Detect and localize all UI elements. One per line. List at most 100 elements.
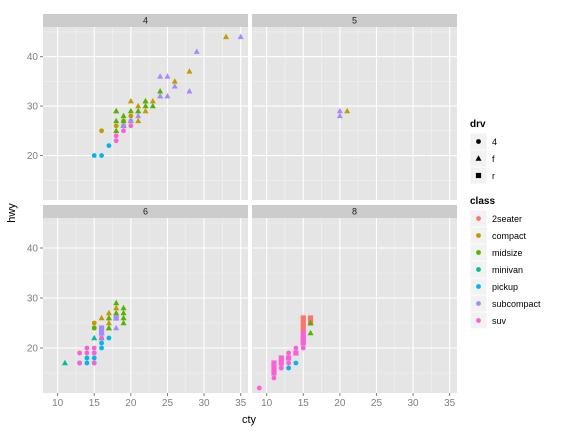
- data-point: [128, 118, 134, 124]
- panel-background: [252, 218, 457, 393]
- legend-symbol: [475, 172, 482, 179]
- y-axis-title: hwy: [6, 203, 18, 223]
- data-point: [271, 370, 277, 376]
- facet-panel-4: 4: [43, 14, 248, 200]
- legend-label: midsize: [492, 248, 523, 258]
- data-point: [149, 97, 156, 104]
- data-point: [293, 345, 299, 351]
- data-point: [157, 88, 164, 94]
- data-point: [120, 117, 127, 124]
- y-tick-label: 40: [27, 52, 39, 63]
- legend-label: minivan: [492, 265, 523, 275]
- data-point: [171, 78, 178, 84]
- data-point: [99, 345, 104, 351]
- data-point: [91, 360, 97, 366]
- data-point: [223, 33, 230, 40]
- data-point: [84, 350, 90, 356]
- legend-label: 4: [492, 137, 497, 147]
- x-tick-label: 25: [371, 398, 383, 409]
- facet-strip: [43, 205, 248, 218]
- facet-panel-8: 8: [252, 205, 457, 393]
- data-point: [128, 123, 134, 129]
- data-point: [286, 360, 292, 366]
- data-point: [120, 309, 127, 316]
- data-point: [127, 97, 134, 104]
- legend-symbol: [476, 267, 481, 272]
- data-point: [164, 73, 171, 79]
- data-point: [91, 334, 98, 341]
- y-tick-label: 40: [27, 244, 39, 255]
- data-point: [61, 359, 68, 366]
- data-point: [293, 360, 299, 366]
- data-point: [237, 33, 244, 40]
- data-point: [105, 324, 112, 331]
- x-tick-label: 35: [235, 398, 247, 409]
- data-point: [135, 117, 142, 124]
- legend-symbol: [476, 233, 481, 238]
- data-point: [128, 113, 134, 119]
- data-point: [344, 107, 351, 114]
- legend-label: suv: [492, 316, 507, 326]
- legend-label: subcompact: [492, 299, 541, 309]
- data-point: [98, 330, 105, 336]
- data-point: [120, 304, 127, 311]
- data-point: [91, 345, 97, 351]
- facet-strip-label: 8: [352, 207, 357, 217]
- data-point: [286, 350, 292, 356]
- data-point: [336, 112, 343, 119]
- data-point: [135, 107, 142, 114]
- legend-symbol: [476, 250, 481, 255]
- facet-strip-label: 5: [352, 16, 357, 26]
- x-tick-label: 15: [89, 398, 101, 409]
- data-point: [127, 107, 134, 114]
- data-point: [186, 88, 193, 94]
- data-point: [91, 350, 97, 356]
- data-point: [77, 360, 83, 366]
- panel-background: [43, 27, 248, 200]
- data-point: [98, 325, 105, 331]
- data-point: [113, 309, 120, 316]
- facet-strip: [43, 14, 248, 27]
- data-point: [105, 309, 112, 316]
- data-point: [113, 127, 120, 133]
- y-tick-label: 20: [27, 344, 39, 355]
- legend-title-class: class: [470, 196, 495, 207]
- data-point: [157, 93, 164, 99]
- data-point: [106, 335, 112, 341]
- data-point: [300, 320, 306, 326]
- data-point: [256, 385, 262, 391]
- data-point: [271, 375, 277, 381]
- data-point: [91, 325, 97, 331]
- panel-background: [252, 27, 457, 200]
- data-point: [99, 340, 104, 346]
- x-tick-label: 20: [125, 398, 137, 409]
- facet-panel-6: 6: [43, 205, 248, 393]
- data-point: [336, 107, 343, 114]
- legend-symbol: [476, 301, 481, 306]
- data-point: [120, 112, 127, 119]
- facet-strip-label: 4: [143, 16, 148, 26]
- data-point: [99, 128, 104, 134]
- facet-panels: 4 5 6 8: [43, 14, 457, 393]
- x-tick-label: 30: [408, 398, 420, 409]
- data-point: [278, 355, 284, 361]
- data-point: [149, 102, 156, 109]
- legend-symbol: [476, 139, 481, 144]
- data-point: [164, 93, 171, 99]
- data-point: [113, 299, 120, 306]
- data-point: [286, 365, 292, 371]
- legend-symbol: [476, 318, 481, 323]
- legend: drv 4 fr class 2seater compact midsize minivan p…: [469, 119, 541, 330]
- data-point: [121, 123, 126, 129]
- data-point: [84, 360, 90, 366]
- legend-label: f: [492, 154, 495, 164]
- data-point: [113, 138, 119, 144]
- data-point: [105, 314, 112, 321]
- data-point: [105, 319, 112, 326]
- data-point: [113, 304, 120, 311]
- data-point: [120, 314, 127, 321]
- data-point: [157, 73, 164, 79]
- data-point: [135, 102, 142, 109]
- data-point: [300, 340, 306, 346]
